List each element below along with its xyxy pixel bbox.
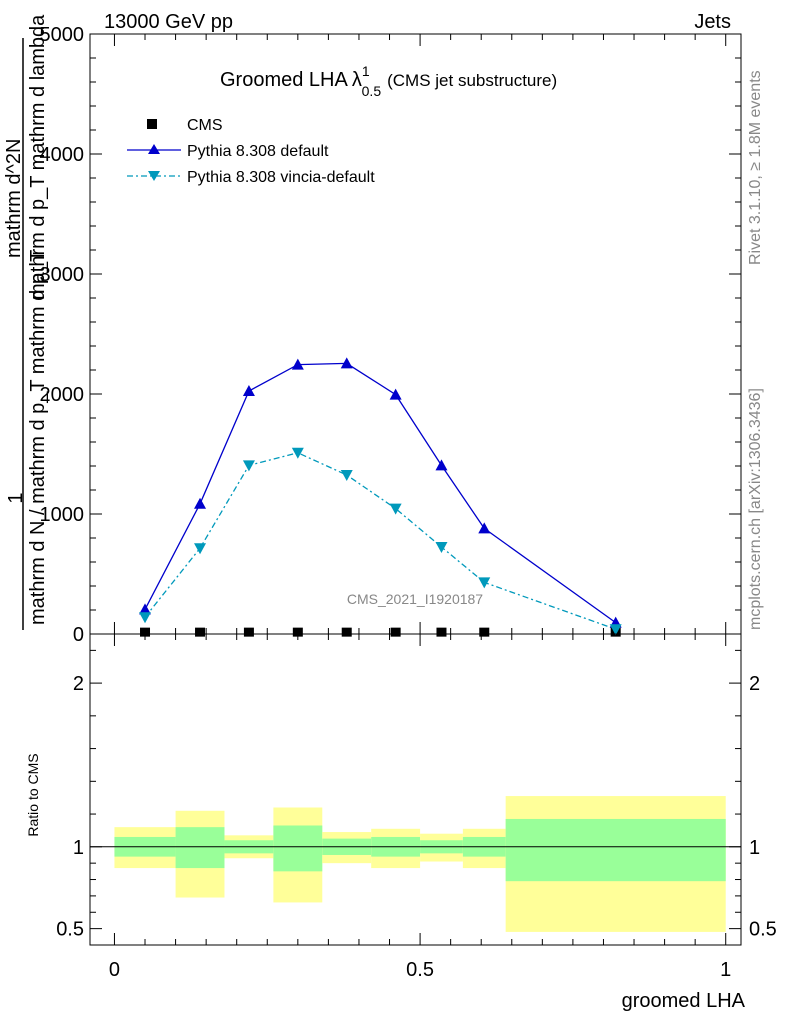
y-tick-label: 1000 bbox=[40, 504, 85, 526]
vincia-data-point bbox=[139, 612, 152, 624]
cms-data-point bbox=[390, 627, 401, 637]
main-title: Groomed LHA λ1 0.5 (CMS jet substructure) bbox=[220, 63, 557, 99]
vincia-data-point bbox=[389, 503, 402, 515]
cms-data-point bbox=[243, 627, 254, 637]
ratio-axis-ticks: 0.5 0.5 1 1 2 2 0 0.5 1 bbox=[56, 634, 777, 981]
ratio-y-tick-label-left: 1 bbox=[73, 837, 84, 859]
default-data-point bbox=[389, 388, 402, 400]
energy-label: 13000 GeV pp bbox=[104, 11, 233, 33]
ylabel-denominator: mathrm d N / mathrm d p_T mathrm d p_T bbox=[27, 250, 49, 625]
cms-data-point bbox=[195, 627, 206, 637]
cms-data-point bbox=[292, 627, 303, 637]
default-data-point bbox=[291, 358, 304, 370]
stat-uncertainty-band bbox=[273, 825, 323, 872]
x-tick-label: 0.5 bbox=[406, 959, 434, 981]
series-line bbox=[144, 452, 616, 630]
vincia-data-point bbox=[194, 543, 207, 555]
y-tick-label: 0 bbox=[73, 624, 84, 646]
default-data-point bbox=[435, 459, 448, 471]
legend-default-label: Pythia 8.308 default bbox=[187, 143, 329, 160]
ylabel-numerator2: mathrm d p_T mathrm d lambda bbox=[27, 14, 49, 300]
cms-data-point bbox=[341, 627, 352, 637]
main-ylabel: 1 mathrm d N / mathrm d p_T mathrm d p_T… bbox=[3, 14, 49, 630]
vincia-data-point bbox=[291, 447, 304, 459]
cms-data-point bbox=[479, 627, 490, 637]
analysis-watermark: CMS_2021_I1920187 bbox=[347, 591, 483, 607]
vincia-data-point bbox=[242, 460, 255, 472]
title-symbol: λ bbox=[352, 69, 362, 91]
series-line bbox=[144, 362, 617, 624]
legend-cms-label: CMS bbox=[187, 117, 223, 134]
main-axis-ticks: 0 1000 2000 3000 4000 5000 bbox=[40, 24, 741, 646]
x-tick-label: 0 bbox=[109, 959, 120, 981]
title-extra: (CMS jet substructure) bbox=[387, 71, 557, 90]
ratio-xlabel: groomed LHA bbox=[622, 990, 746, 1012]
y-tick-label: 4000 bbox=[40, 144, 85, 166]
title-sup: 1 bbox=[362, 63, 370, 79]
title-main: Groomed LHA bbox=[220, 69, 348, 91]
legend: CMS Pythia 8.308 default Pythia 8.308 vi… bbox=[127, 117, 375, 186]
title-sub: 0.5 bbox=[362, 83, 382, 99]
vincia-data-point bbox=[435, 542, 448, 553]
cms-data-point bbox=[436, 627, 447, 637]
ratio-plot-frame bbox=[89, 633, 742, 946]
legend-vincia-marker bbox=[148, 171, 160, 181]
ratio-y-tick-label-right: 2 bbox=[749, 673, 760, 695]
process-label: Jets bbox=[694, 11, 731, 33]
main-series bbox=[139, 357, 622, 637]
vincia-data-point bbox=[478, 577, 491, 589]
stat-uncertainty-band bbox=[175, 827, 225, 869]
default-data-point bbox=[242, 385, 255, 396]
ratio-ylabel: Ratio to CMS bbox=[25, 753, 41, 836]
vincia-data-point bbox=[340, 470, 353, 481]
stat-uncertainty-band bbox=[505, 818, 726, 882]
ratio-y-tick-label-right: 1 bbox=[749, 837, 760, 859]
ratio-y-tick-label-left: 2 bbox=[73, 673, 84, 695]
mcplots-label: mcplots.cern.ch [arXiv:1306.3436] bbox=[747, 388, 764, 630]
vincia-data-point bbox=[609, 624, 622, 636]
default-data-point bbox=[194, 497, 207, 509]
ratio-bands bbox=[114, 796, 726, 932]
default-data-point bbox=[139, 603, 152, 615]
rivet-label: Rivet 3.1.10, ≥ 1.8M events bbox=[747, 70, 764, 265]
ratio-y-tick-label-left: 0.5 bbox=[56, 919, 84, 941]
legend-cms-marker bbox=[147, 119, 157, 129]
y-tick-label: 3000 bbox=[40, 264, 85, 286]
default-data-point bbox=[340, 357, 353, 369]
y-tick-label: 2000 bbox=[40, 384, 85, 406]
ratio-plot: 0.5 0.5 1 1 2 2 0 0.5 1 Ratio to CMS groomed LHA bbox=[25, 633, 777, 1012]
ylabel-one: 1 bbox=[5, 492, 27, 503]
legend-default-marker bbox=[148, 144, 160, 154]
ratio-y-tick-label-right: 0.5 bbox=[749, 919, 777, 941]
cms-data-point bbox=[140, 627, 151, 637]
y-tick-label: 5000 bbox=[40, 24, 85, 46]
x-tick-label: 1 bbox=[720, 959, 731, 981]
legend-vincia-label: Pythia 8.308 vincia-default bbox=[187, 169, 375, 186]
default-data-point bbox=[478, 522, 491, 534]
ylabel-numerator: mathrm d^2N bbox=[3, 139, 25, 258]
